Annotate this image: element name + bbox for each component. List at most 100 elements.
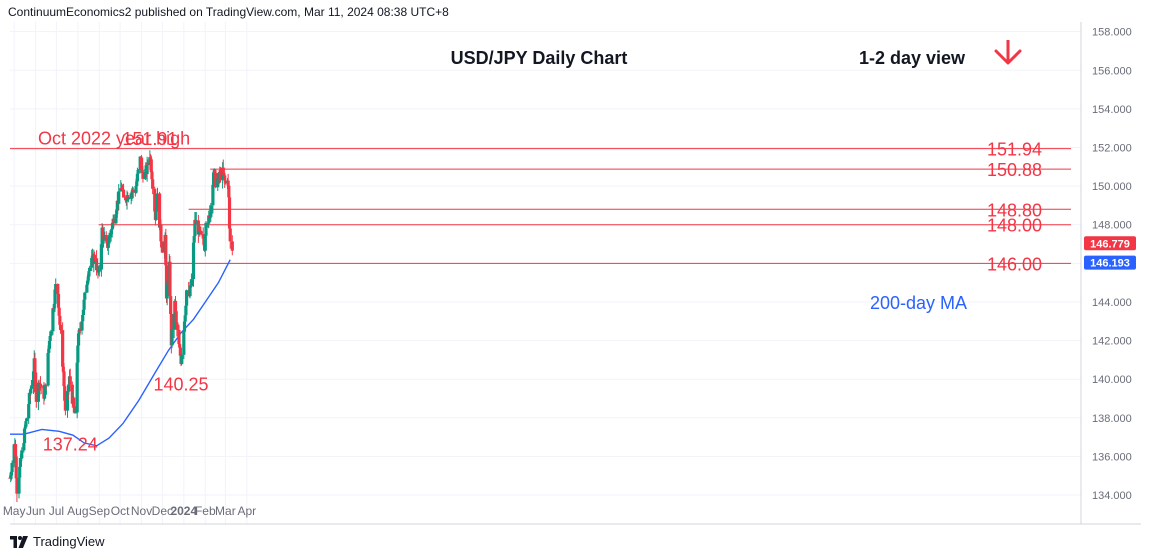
candle-body <box>141 172 145 179</box>
time-tick-label: May <box>3 504 26 518</box>
annotation-label: 151.91 <box>122 129 177 149</box>
candle-body <box>189 286 193 288</box>
candle-body <box>165 284 169 299</box>
candle-body <box>25 418 29 422</box>
time-tick-label: Jul <box>49 504 64 518</box>
candle-body <box>128 197 133 199</box>
candle-body <box>105 241 109 244</box>
time-tick-label: Aug <box>67 504 88 518</box>
footer-brand: TradingView <box>33 534 105 549</box>
candle-body <box>19 458 23 460</box>
candle-body <box>216 178 220 188</box>
candle-body <box>203 235 207 251</box>
candle-body <box>198 226 202 232</box>
price-tick-label: 142.000 <box>1092 336 1132 348</box>
candle-body <box>174 311 178 323</box>
candle-body <box>169 296 173 314</box>
candle-body <box>172 313 176 330</box>
candle-body <box>110 222 115 229</box>
candle-body <box>182 331 186 355</box>
candle-body <box>155 208 159 212</box>
candle-body <box>72 397 76 407</box>
chart-subtitle: 1-2 day view <box>859 48 966 68</box>
candle-body <box>121 189 126 198</box>
candle-body <box>8 477 12 479</box>
candle-body <box>83 292 87 300</box>
footer: TradingView <box>10 534 105 549</box>
candle-body <box>164 265 169 299</box>
candle-body <box>52 303 56 309</box>
candle-body <box>159 224 163 242</box>
candle-body <box>86 276 90 281</box>
candle-body <box>76 345 80 363</box>
candle-body <box>115 210 119 215</box>
time-tick-label: Oct <box>111 504 130 518</box>
candle-body <box>75 362 79 413</box>
candle-body <box>29 386 34 389</box>
candle-body <box>211 184 215 206</box>
candle-body <box>22 443 26 451</box>
level-label: 150.88 <box>987 160 1042 180</box>
down-arrow-icon <box>994 40 1022 65</box>
candle-body <box>54 284 58 290</box>
candle-body <box>36 382 40 402</box>
candle-body <box>157 193 162 228</box>
annotation-label: 137.24 <box>43 434 98 454</box>
candle-body <box>31 371 36 387</box>
candle-body <box>228 228 232 242</box>
candle-body <box>88 267 92 272</box>
candle-body <box>33 358 37 373</box>
time-tick-label: 2024 <box>170 504 197 518</box>
candle-body <box>183 315 187 322</box>
candle-body <box>85 280 90 285</box>
candle-body <box>143 171 147 179</box>
candle-body <box>135 173 140 182</box>
candle-body <box>39 385 43 388</box>
candle-body <box>178 347 182 356</box>
time-tick-label: Dec <box>152 504 173 518</box>
candle-body <box>119 188 123 192</box>
candle-body <box>43 384 47 395</box>
candle-body <box>126 197 131 200</box>
candle-body <box>80 321 84 331</box>
candle-body <box>96 266 100 273</box>
candle-body <box>192 236 196 243</box>
candle-body <box>13 444 18 457</box>
price-badge-label: 146.779 <box>1090 238 1130 250</box>
candle-body <box>27 404 31 419</box>
candle-body <box>97 269 101 272</box>
price-tick-label: 144.000 <box>1092 297 1132 309</box>
candle-body <box>106 243 110 248</box>
candle-body <box>188 286 192 297</box>
candle-body <box>173 300 178 312</box>
candle-body <box>146 162 150 165</box>
time-tick-label: Nov <box>131 504 152 518</box>
candle-body <box>92 254 96 264</box>
candle-body <box>58 324 63 331</box>
candle-body <box>57 307 61 316</box>
candle-body <box>81 314 85 322</box>
candle-body <box>139 157 144 170</box>
grid <box>10 22 1081 524</box>
candle-body <box>52 308 56 310</box>
candle-body <box>63 386 67 401</box>
candle-body <box>34 372 38 393</box>
candle-body <box>180 354 184 364</box>
candle-body <box>134 186 138 193</box>
candle-body <box>22 428 27 444</box>
candle-body <box>51 308 55 332</box>
candle-body <box>145 162 149 175</box>
candle-body <box>110 228 114 231</box>
candle-body <box>104 235 108 242</box>
candle-body <box>221 167 225 174</box>
candle-body <box>46 352 50 386</box>
price-tick-label: 158.000 <box>1092 27 1132 39</box>
candle-body <box>48 335 52 341</box>
candle-body <box>213 170 217 173</box>
candle-body <box>226 180 230 186</box>
level-label: 146.00 <box>987 254 1042 274</box>
candle-body <box>121 189 125 191</box>
level-label-oct-2022-high: Oct 2022 year high <box>38 129 190 149</box>
